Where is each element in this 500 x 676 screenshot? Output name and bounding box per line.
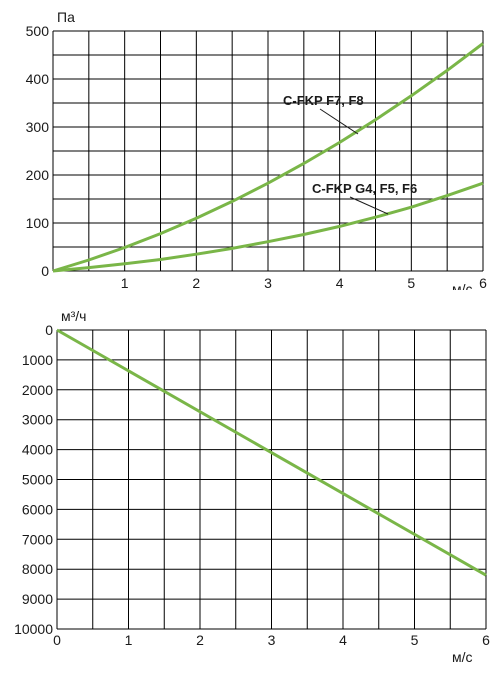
- y-tick-label: 5000: [22, 472, 53, 488]
- x-tick-label: 2: [196, 632, 204, 648]
- x-tick-label: 5: [407, 275, 415, 290]
- y-tick-label: 1000: [22, 352, 53, 368]
- leader-line-g4-f5-f6: [349, 196, 389, 215]
- series-line-1: [52, 181, 484, 273]
- y-tick-label: 0: [41, 263, 49, 279]
- y-tick-label: 300: [26, 119, 50, 135]
- y-axis-unit: м³/ч: [61, 308, 86, 324]
- x-tick-label: 5: [411, 632, 419, 648]
- x-tick-label: 1: [125, 632, 133, 648]
- airflow-chart: 0 1000 2000 3000 4000 5000 6000 7000 8000 9000 100…: [14, 308, 490, 665]
- series-label-f7-f8: C-FKP F7, F8: [283, 93, 364, 108]
- y-tick-label: 500: [26, 23, 50, 39]
- series-line-0: [56, 328, 487, 577]
- x-tick-label: 6: [482, 632, 490, 648]
- y-tick-label: 200: [26, 167, 50, 183]
- pressure-drop-chart: 0 100 200 300 400 500 1 2 3 4 5 6 Па м/с C-FKP F7, F8 C…: [26, 9, 487, 290]
- y-tick-label: 10000: [14, 621, 53, 637]
- y-tick-label: 2000: [22, 382, 53, 398]
- y-tick-label: 0: [45, 322, 53, 338]
- series-line-0: [52, 42, 484, 273]
- x-tick-label: 4: [339, 632, 347, 648]
- x-tick-label: 3: [264, 275, 272, 290]
- y-tick-label: 3000: [22, 412, 53, 428]
- x-tick-label: 4: [336, 275, 344, 290]
- y-tick-label: 4000: [22, 442, 53, 458]
- x-axis-unit: м/с: [452, 649, 473, 665]
- x-tick-label: 6: [479, 275, 487, 290]
- x-tick-label: 3: [268, 632, 276, 648]
- y-axis-unit: Па: [57, 9, 75, 25]
- y-tick-label: 6000: [22, 501, 53, 517]
- y-tick-label: 100: [26, 215, 50, 231]
- series-label-g4-f5-f6: C-FKP G4, F5, F6: [312, 181, 417, 196]
- y-tick-label: 7000: [22, 531, 53, 547]
- x-tick-label: 2: [192, 275, 200, 290]
- leader-line-f7-f8: [319, 108, 359, 135]
- y-tick-label: 8000: [22, 561, 53, 577]
- x-tick-label: 1: [121, 275, 129, 290]
- y-tick-label: 9000: [22, 591, 53, 607]
- x-tick-label: 0: [53, 632, 61, 648]
- y-tick-label: 400: [26, 71, 50, 87]
- x-axis-unit: м/с: [452, 281, 473, 290]
